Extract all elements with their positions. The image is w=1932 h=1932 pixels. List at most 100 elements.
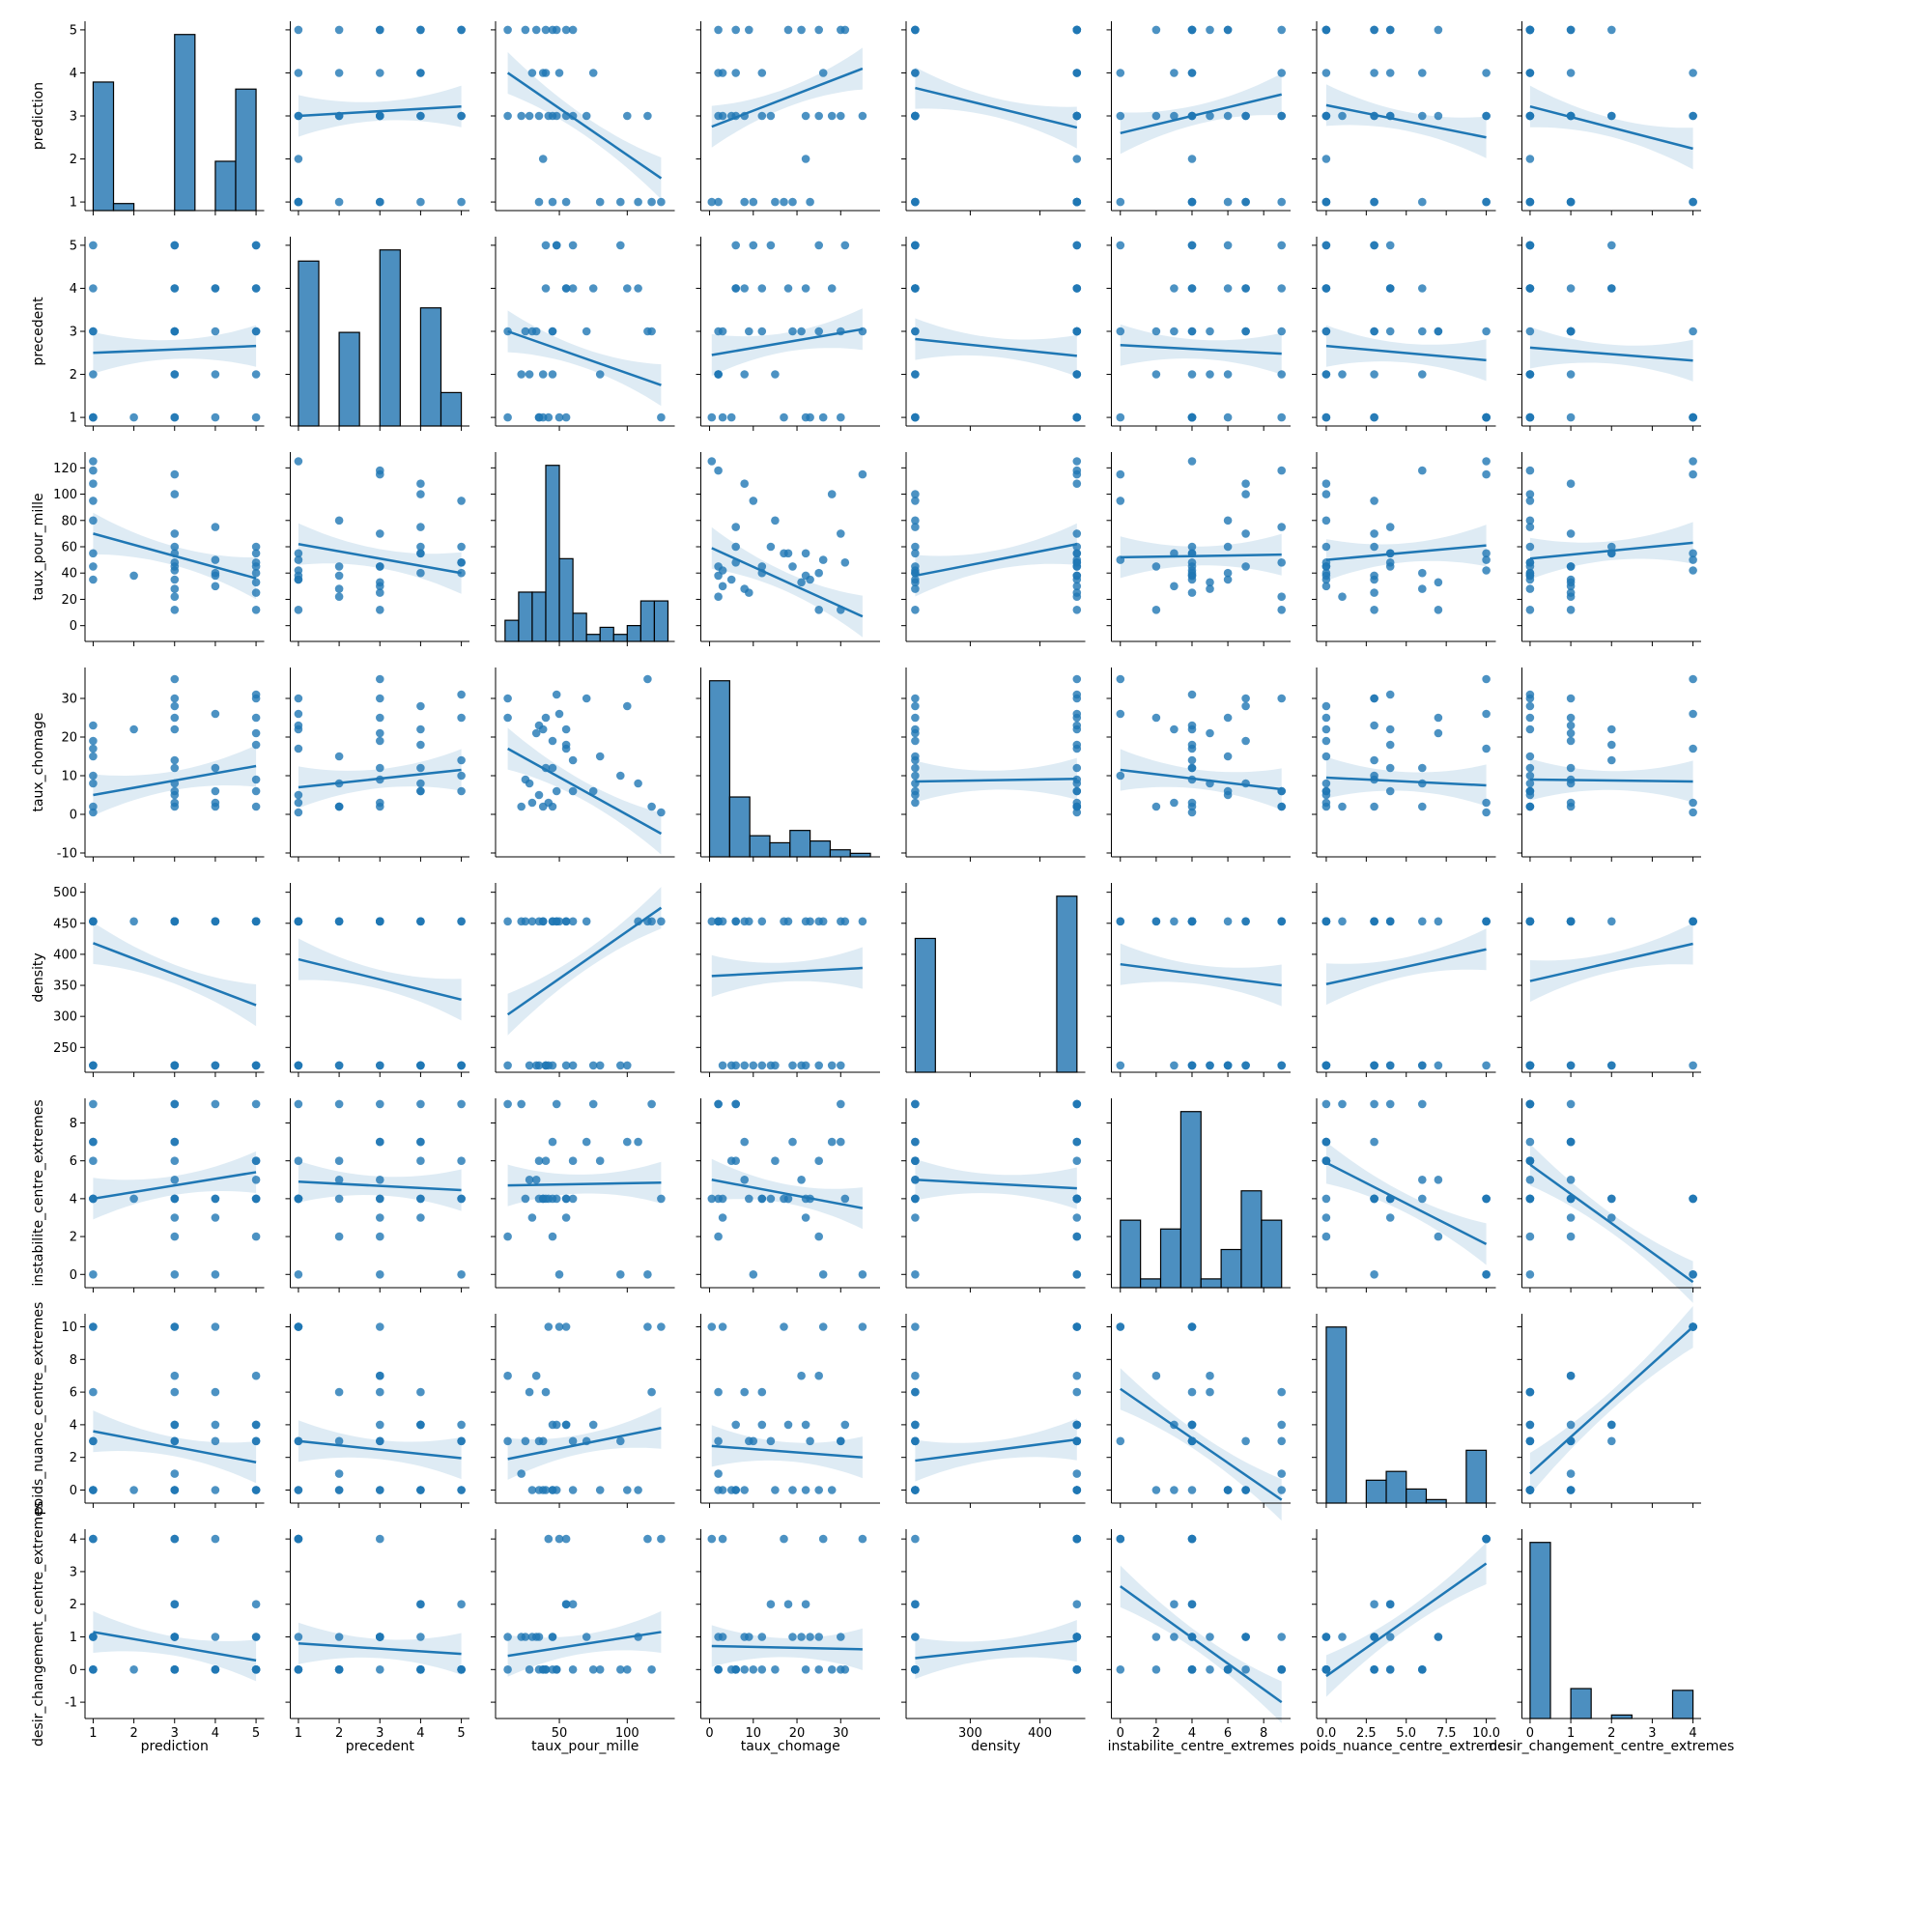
scatter-point — [911, 1137, 920, 1147]
scatter-point — [1151, 1633, 1161, 1641]
scatter-point — [1321, 1156, 1331, 1165]
cell-desir_changement_centre_extremes-vs-poids_nuance_centre_extremes: 0.0 2.5 5.0 7.5 10.0 — [1312, 1529, 1500, 1741]
scatter-point — [503, 1665, 512, 1674]
y-tick-label: 6 — [70, 1386, 77, 1401]
scatter-point — [89, 1436, 98, 1446]
scatter-point — [1482, 555, 1491, 564]
scatter-point — [634, 1486, 642, 1494]
scatter-point — [837, 606, 845, 614]
scatter-point — [814, 606, 823, 614]
scatter-point — [457, 1436, 466, 1446]
scatter-point — [457, 1194, 466, 1204]
scatter-point — [1187, 808, 1197, 817]
scatter-point — [1116, 709, 1125, 719]
scatter-point — [1072, 155, 1082, 163]
scatter-point — [1418, 802, 1427, 811]
scatter-point — [1525, 1176, 1535, 1184]
cell-poids_nuance_centre_extremes-vs-poids_nuance_centre_extremes — [1312, 1314, 1496, 1508]
scatter-point — [858, 1322, 867, 1331]
scatter-point — [616, 1270, 625, 1279]
histogram-bar — [92, 81, 115, 212]
scatter-point — [1072, 802, 1082, 811]
scatter-point — [1321, 542, 1331, 552]
x-tick-label: 30 — [833, 1726, 849, 1741]
regression-line — [1529, 346, 1693, 362]
scatter-point — [911, 490, 920, 498]
scatter-point — [588, 786, 598, 796]
scatter-point — [1370, 694, 1378, 703]
scatter-point — [1370, 25, 1378, 35]
cell-desir_changement_centre_extremes-vs-prediction: 1 2 3 4 5 -1 0 1 2 3 4 — [65, 1529, 265, 1741]
scatter-point — [643, 111, 652, 121]
scatter-point — [1241, 1486, 1250, 1494]
scatter-point — [731, 241, 740, 250]
scatter-point — [1072, 775, 1082, 784]
cell-density-vs-prediction: 250 300 350 400 450 500 — [53, 883, 265, 1077]
scatter-point — [211, 1420, 220, 1430]
scatter-point — [1385, 523, 1395, 531]
scatter-point — [294, 694, 303, 703]
scatter-point — [457, 111, 466, 121]
cell-taux_pour_mille-vs-taux_chomage — [696, 452, 880, 646]
scatter-point — [334, 1469, 344, 1478]
scatter-point — [657, 917, 666, 926]
scatter-point — [1321, 370, 1331, 379]
histogram-bar — [558, 557, 574, 642]
cell-precedent-vs-poids_nuance_centre_extremes — [1312, 237, 1496, 431]
scatter-point — [1607, 284, 1616, 293]
scatter-point — [837, 529, 845, 538]
scatter-point — [1689, 744, 1697, 753]
scatter-point — [334, 1194, 344, 1204]
y-tick-label: 10 — [61, 1321, 77, 1335]
scatter-point — [251, 775, 261, 784]
scatter-point — [1321, 786, 1331, 796]
scatter-point — [561, 1213, 571, 1222]
scatter-point — [531, 1176, 541, 1184]
scatter-point — [714, 592, 723, 601]
scatter-point — [1566, 1137, 1576, 1147]
scatter-point — [801, 412, 810, 422]
scatter-point — [595, 1486, 605, 1494]
scatter-point — [129, 571, 138, 581]
scatter-point — [1241, 1633, 1250, 1641]
scatter-point — [531, 1061, 541, 1070]
scatter-point — [517, 370, 526, 379]
scatter-point — [1566, 1371, 1576, 1380]
scatter-point — [1525, 584, 1535, 593]
scatter-point — [1566, 529, 1576, 538]
cell-taux_pour_mille-vs-instabilite_centre_extremes — [1106, 452, 1291, 646]
scatter-point — [801, 284, 810, 293]
scatter-point — [1151, 562, 1161, 571]
scatter-point — [503, 1232, 512, 1241]
scatter-point — [771, 516, 780, 526]
scatter-point — [1566, 775, 1576, 784]
y-tick-label: 2 — [70, 368, 77, 383]
scatter-point — [714, 1469, 723, 1478]
scatter-point — [1689, 412, 1697, 422]
scatter-point — [757, 1194, 767, 1204]
scatter-point — [1241, 736, 1250, 746]
scatter-point — [538, 1436, 548, 1446]
histogram-bar — [1425, 1498, 1447, 1504]
y-tick-label: 4 — [70, 1192, 77, 1207]
scatter-point — [1321, 752, 1331, 761]
scatter-point — [582, 111, 591, 121]
scatter-point — [1482, 566, 1491, 575]
scatter-point — [840, 241, 850, 250]
scatter-point — [757, 568, 767, 578]
scatter-point — [766, 1194, 776, 1204]
scatter-point — [1072, 606, 1082, 614]
y-tick-label: 0 — [70, 1484, 77, 1498]
scatter-point — [643, 1270, 652, 1279]
scatter-point — [294, 1061, 303, 1070]
scatter-point — [1116, 241, 1125, 250]
scatter-point — [814, 1061, 823, 1070]
scatter-point — [89, 1099, 98, 1109]
regression-line — [915, 543, 1078, 578]
scatter-point — [1525, 241, 1535, 250]
x-tick-label: 20 — [789, 1726, 806, 1741]
scatter-point — [788, 1486, 797, 1494]
scatter-point — [1370, 497, 1378, 505]
scatter-point — [858, 1534, 867, 1544]
scatter-point — [714, 1436, 723, 1446]
